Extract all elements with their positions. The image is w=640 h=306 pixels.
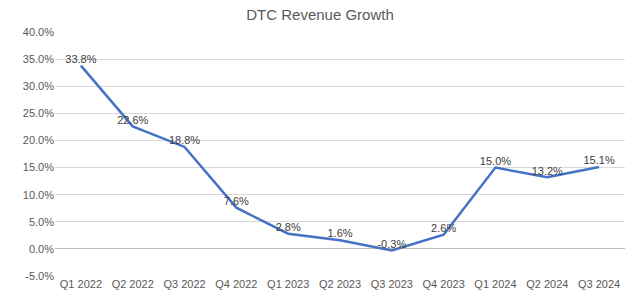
svg-text:18.8%: 18.8% <box>169 134 200 146</box>
svg-text:15.0%: 15.0% <box>23 161 54 173</box>
svg-text:Q3 2022: Q3 2022 <box>163 278 205 290</box>
svg-text:5.0%: 5.0% <box>29 216 54 228</box>
svg-text:40.0%: 40.0% <box>23 26 54 38</box>
svg-text:Q4 2023: Q4 2023 <box>423 278 465 290</box>
svg-text:25.0%: 25.0% <box>23 107 54 119</box>
svg-text:10.0%: 10.0% <box>23 189 54 201</box>
svg-text:30.0%: 30.0% <box>23 80 54 92</box>
svg-text:22.6%: 22.6% <box>117 114 148 126</box>
svg-text:Q1 2022: Q1 2022 <box>60 278 102 290</box>
svg-text:13.2%: 13.2% <box>532 165 563 177</box>
svg-text:1.6%: 1.6% <box>327 227 352 239</box>
svg-text:Q3 2023: Q3 2023 <box>371 278 413 290</box>
svg-text:15.0%: 15.0% <box>480 155 511 167</box>
svg-text:Q1 2024: Q1 2024 <box>474 278 516 290</box>
svg-text:Q2 2023: Q2 2023 <box>319 278 361 290</box>
svg-text:-0.3%: -0.3% <box>377 238 406 250</box>
svg-text:7.6%: 7.6% <box>224 195 249 207</box>
svg-text:-5.0%: -5.0% <box>25 270 54 282</box>
svg-text:Q2 2024: Q2 2024 <box>526 278 568 290</box>
svg-text:Q2 2022: Q2 2022 <box>112 278 154 290</box>
svg-text:2.6%: 2.6% <box>431 222 456 234</box>
svg-text:20.0%: 20.0% <box>23 134 54 146</box>
svg-text:35.0%: 35.0% <box>23 53 54 65</box>
svg-text:Q3 2024: Q3 2024 <box>578 278 620 290</box>
svg-text:2.8%: 2.8% <box>276 221 301 233</box>
svg-text:15.1%: 15.1% <box>583 154 614 166</box>
svg-text:DTC Revenue Growth: DTC Revenue Growth <box>246 6 394 23</box>
svg-text:Q1 2023: Q1 2023 <box>267 278 309 290</box>
svg-text:33.8%: 33.8% <box>65 53 96 65</box>
svg-text:Q4 2022: Q4 2022 <box>215 278 257 290</box>
svg-text:0.0%: 0.0% <box>29 243 54 255</box>
